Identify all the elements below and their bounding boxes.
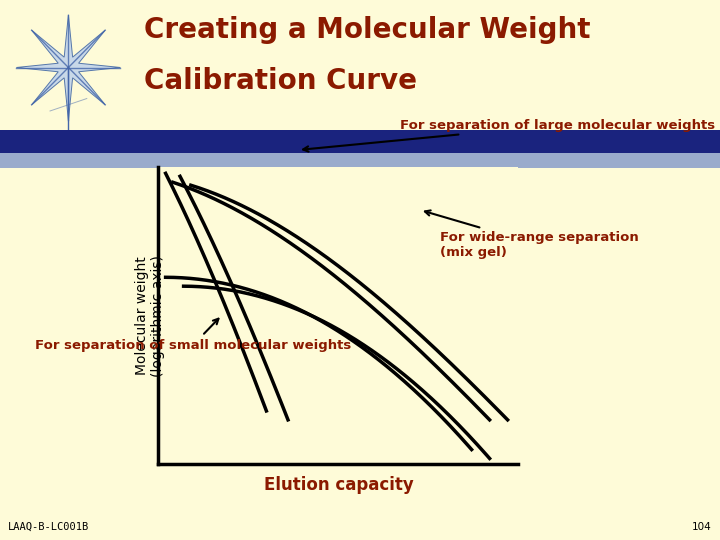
Text: For separation of small molecular weights: For separation of small molecular weight…	[35, 319, 351, 352]
Text: 104: 104	[692, 522, 712, 532]
X-axis label: Elution capacity: Elution capacity	[264, 476, 413, 494]
Text: Creating a Molecular Weight: Creating a Molecular Weight	[144, 16, 590, 44]
Text: For wide-range separation
(mix gel): For wide-range separation (mix gel)	[425, 211, 639, 259]
Bar	[0, 130, 720, 153]
Text: For separation of large molecular weights: For separation of large molecular weight…	[303, 118, 715, 152]
Text: Calibration Curve: Calibration Curve	[144, 68, 417, 96]
Y-axis label: Molecular weight
(logarithmic axis): Molecular weight (logarithmic axis)	[135, 255, 165, 377]
Text: LAAQ-B-LC001B: LAAQ-B-LC001B	[8, 522, 89, 532]
Bar	[0, 153, 720, 168]
Polygon shape	[17, 15, 120, 120]
